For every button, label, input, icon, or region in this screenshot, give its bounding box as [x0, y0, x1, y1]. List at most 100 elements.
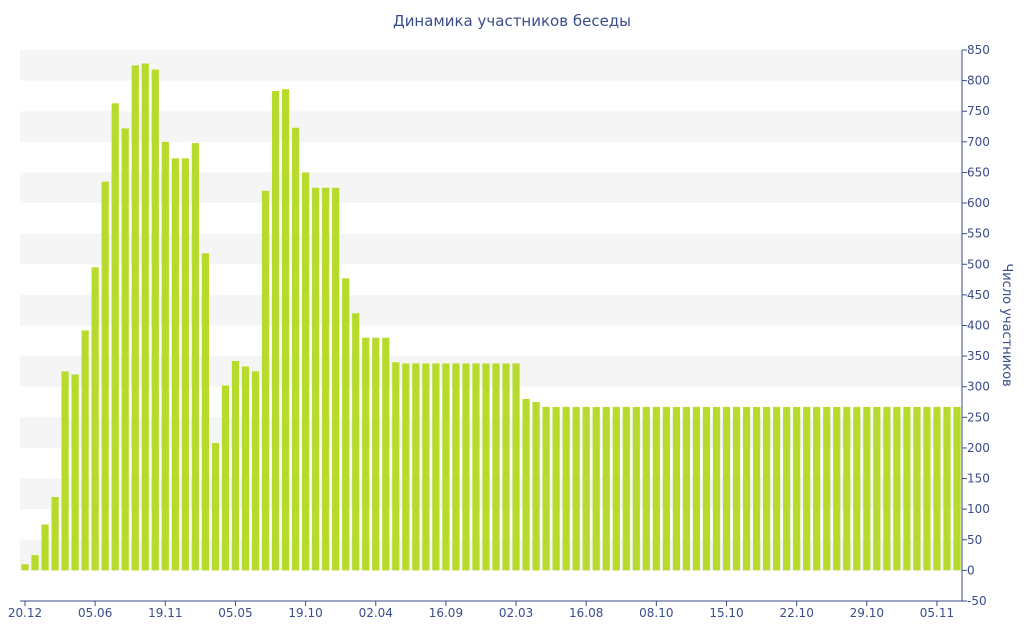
chart-title: Динамика участников беседы — [392, 12, 632, 30]
bar — [883, 406, 891, 571]
y-tick-label: 600 — [967, 196, 990, 210]
bar — [462, 363, 470, 571]
bar — [913, 406, 921, 571]
bar — [322, 187, 330, 571]
x-tick-label: 16.09 — [429, 606, 463, 620]
bar — [492, 363, 500, 571]
bar — [893, 406, 901, 571]
bar — [121, 128, 129, 571]
bar — [742, 406, 751, 571]
y-axis-label: Число участников — [999, 263, 1014, 386]
bar — [131, 65, 139, 571]
bar — [362, 337, 370, 571]
x-axis-ticks: 20.12 05.06 19.11 05.05 19.10 02.04 16.09 02.03… — [8, 601, 954, 620]
y-tick-label: 50 — [967, 533, 982, 547]
bar — [582, 406, 590, 571]
y-tick-label: 800 — [967, 74, 990, 88]
bar — [392, 362, 400, 571]
bar — [652, 406, 660, 571]
y-tick-label: 250 — [967, 410, 990, 424]
grid-band — [20, 356, 962, 387]
x-tick-label: 02.03 — [499, 606, 533, 620]
bar — [412, 363, 420, 571]
bar — [702, 406, 711, 571]
x-tick-label: 05.11 — [920, 606, 954, 620]
bar — [552, 406, 560, 571]
bar — [472, 363, 480, 571]
x-tick-label: 08.10 — [639, 606, 673, 620]
y-tick-label: 300 — [967, 380, 990, 394]
grid-band — [20, 294, 962, 326]
bar — [572, 406, 580, 571]
x-tick-label: 22.10 — [779, 606, 813, 620]
y-tick-label: 700 — [967, 135, 990, 149]
bar — [793, 406, 801, 571]
x-tick-label: 19.11 — [148, 606, 182, 620]
bar — [833, 406, 841, 571]
y-tick-label: 200 — [967, 441, 990, 455]
bar — [622, 406, 630, 571]
bar — [803, 406, 811, 571]
bar — [81, 330, 89, 571]
y-tick-label: 550 — [967, 227, 990, 241]
bar — [642, 406, 650, 571]
grid-band — [20, 172, 962, 204]
bar — [231, 361, 240, 571]
bar — [181, 158, 189, 571]
bar — [592, 406, 600, 571]
bar — [532, 402, 540, 571]
bar — [281, 89, 290, 571]
bar — [933, 406, 941, 571]
bar — [312, 187, 320, 571]
x-tick-label: 16.08 — [569, 606, 603, 620]
bar — [21, 564, 29, 571]
bar — [91, 267, 99, 571]
bar — [31, 555, 39, 571]
bar — [762, 406, 771, 571]
bar — [241, 366, 250, 571]
bar — [873, 406, 881, 571]
bar — [712, 406, 721, 571]
bar — [722, 406, 731, 571]
bar — [432, 363, 440, 571]
grid-band — [20, 539, 962, 571]
bar — [692, 406, 701, 571]
bar — [632, 406, 640, 571]
bar — [442, 363, 450, 571]
grid-band — [20, 111, 962, 142]
y-tick-label: 400 — [967, 319, 990, 333]
bar — [191, 143, 199, 571]
bar — [71, 374, 79, 571]
bar — [612, 406, 620, 571]
bar — [542, 406, 550, 571]
y-tick-label: 350 — [967, 349, 990, 363]
y-tick-label: 850 — [967, 43, 990, 57]
x-tick-label: 05.05 — [218, 606, 252, 620]
bar — [51, 496, 59, 571]
bar — [221, 385, 230, 571]
bar — [261, 190, 270, 571]
bar — [752, 406, 761, 571]
y-tick-label: 100 — [967, 502, 990, 516]
y-tick-label: 0 — [967, 563, 975, 577]
bar — [342, 278, 350, 571]
y-tick-label: 750 — [967, 104, 990, 118]
bar — [151, 69, 159, 571]
bar — [823, 406, 831, 571]
y-tick-label: 450 — [967, 288, 990, 302]
bar — [101, 181, 109, 571]
bar — [161, 141, 169, 571]
x-tick-label: 02.04 — [359, 606, 393, 620]
bar-series — [21, 63, 961, 571]
bar — [171, 158, 179, 571]
y-axis-ticks: -50 0 50 100 150 200 250 300 350 400 450 500 550 600 6… — [962, 43, 990, 608]
bar — [672, 406, 681, 571]
bar — [291, 127, 300, 571]
bar — [332, 187, 340, 571]
bar — [953, 406, 961, 571]
bar — [512, 363, 520, 571]
grid-bands — [20, 50, 962, 571]
y-tick-label: 150 — [967, 472, 990, 486]
x-tick-label: 19.10 — [288, 606, 322, 620]
